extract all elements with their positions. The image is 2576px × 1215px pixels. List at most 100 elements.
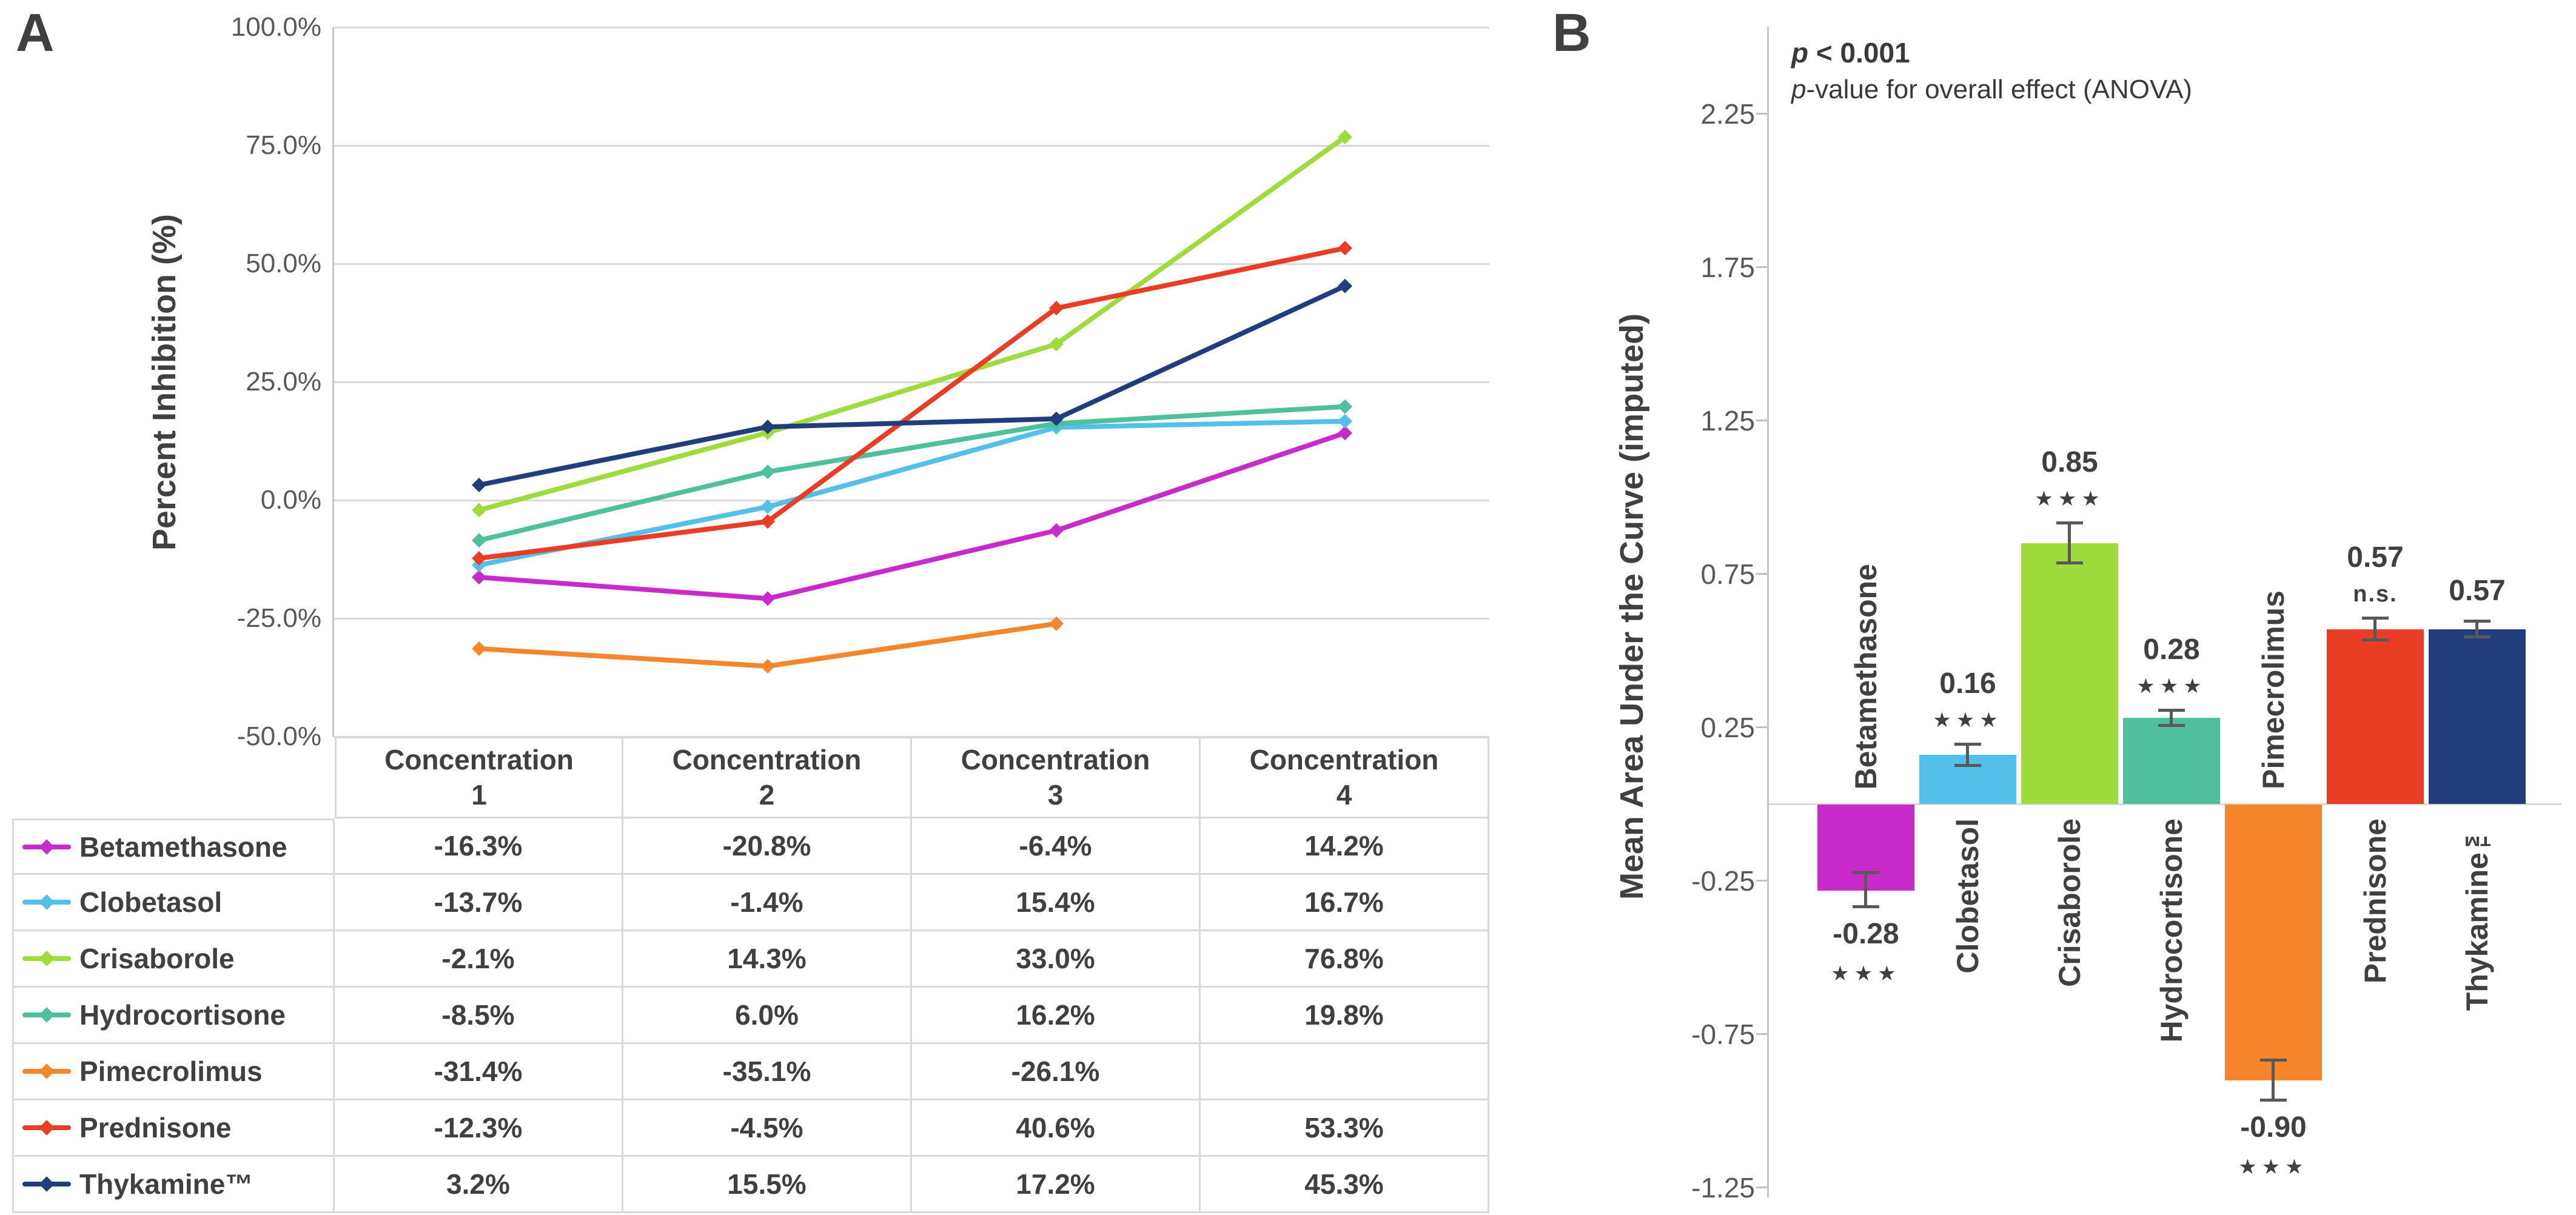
bar-value-label: 0.28 [2143,634,2200,666]
category-label-prednisone: Prednisone [2358,818,2392,984]
p-value-headline: p < 0.001 [1791,37,1910,69]
error-bar-line [2170,709,2173,728]
legend-cell-pimecrolimus: Pimecrolimus [12,1044,335,1100]
legend-line-marker-icon [22,951,71,966]
table-value-cell: 15.4% [912,875,1201,931]
bar-value-label: 0.57 [2347,541,2404,574]
data-point-marker [1338,413,1352,429]
table-value-cell: -2.1% [335,931,623,988]
y-axis-tick-label: 1.75 [1700,251,1755,283]
y-axis-tick-label: 0.25 [1700,711,1755,743]
legend-diamond [39,838,55,855]
data-point-marker [1338,241,1352,256]
significance-label: ★★★ [1933,708,2003,732]
data-point-marker [760,658,775,674]
error-bar-cap-bottom [2158,724,2185,728]
error-bar-cap-bottom [2056,561,2083,565]
significance-label: n.s. [2353,581,2398,608]
table-value-cell: 15.5% [623,1157,912,1213]
table-value-cell: 19.8% [1201,988,1489,1044]
gridline [334,144,1489,147]
bar-thykamine- [2429,629,2526,804]
table-value-cell: -13.7% [335,875,623,931]
data-point-marker [1049,301,1064,316]
data-point-marker [1049,411,1064,426]
table-value-cell: 40.6% [912,1100,1201,1157]
table-value-cell: 3.2% [335,1157,623,1213]
table-value-cell: -8.5% [335,988,623,1044]
y-axis-tick-label: 25.0% [246,367,321,397]
table-value-cell: -12.3% [335,1100,623,1157]
legend-cell-thykamine-: Thykamine™ [12,1157,335,1213]
bar-value-label: 0.57 [2449,575,2506,608]
error-bar-cap-bottom [2362,638,2389,641]
legend-line-marker-icon [22,838,71,855]
error-bar-line [1864,871,1867,909]
axis-tick-mark [1756,726,1767,728]
axis-tick-mark [1756,420,1767,421]
error-bar [2260,1058,2287,1102]
legend-line-marker-icon [22,894,71,910]
legend-diamond [39,1120,55,1136]
table-header-concentration-2: Concentration 2 [623,737,912,818]
gridline [334,263,1489,265]
data-point-marker [1049,616,1064,631]
table-header-concentration-1: Concentration 1 [335,737,623,818]
table-value-cell [1201,1044,1489,1100]
series-line-prednisone [477,246,1347,561]
y-axis-tick-label: -1.25 [1691,1171,1755,1203]
table-value-cell: -1.4% [623,875,912,931]
table-header-concentration-4: Concentration 4 [1201,737,1489,818]
series-line-betamethasone [477,430,1347,601]
legend-diamond [39,1007,55,1023]
series-name-label: Crisaborole [79,943,235,974]
data-point-marker [472,533,486,548]
series-name-label: Prednisone [79,1112,232,1143]
panel-a-label: A [16,2,55,62]
bar-value-label: 0.16 [1939,667,1996,700]
error-bar [2362,617,2389,641]
series-name-label: Clobetasol [79,886,223,918]
table-value-cell: -20.8% [623,818,912,875]
y-axis-tick-label: 0.0% [260,485,321,515]
anova-annotation: p < 0.001 p-value for overall effect (AN… [1791,34,2192,108]
data-point-marker [472,478,486,492]
table-value-cell: -31.4% [335,1044,623,1100]
y-axis-line [332,27,334,737]
table-value-cell: 16.2% [912,988,1201,1044]
error-bar-cap-bottom [1853,905,1879,909]
error-bar [2158,709,2185,728]
series-name-label: Pimecrolimus [79,1056,263,1087]
data-point-marker [1338,278,1352,293]
bar-prednisone [2327,629,2424,804]
category-label-hydrocortisone: Hydrocortisone [2155,818,2189,1043]
error-bar-line [1966,742,1969,768]
axis-tick-mark [1756,880,1767,882]
table-value-cell: 17.2% [912,1157,1201,1213]
series-line-crisaborole [477,135,1347,513]
bar-value-label: -0.90 [2240,1111,2307,1143]
category-label-thykamine-: Thykamine™ [2460,818,2494,1011]
axis-tick-mark [1756,266,1767,268]
series-line-thykamine- [477,283,1347,487]
series-name-label: Betamethasone [79,831,287,863]
data-point-marker [760,591,775,606]
y-axis-tick-label: -0.75 [1691,1018,1755,1050]
auc-axis-title: Mean Area Under the Curve (imputed) [1614,313,1650,900]
legend-cell-crisaborole: Crisaborole [12,931,335,988]
legend-line-marker-icon [22,1063,71,1079]
y-axis-tick-label: 50.0% [246,249,321,278]
table-value-cell: 6.0% [623,988,912,1044]
significance-label: ★★★ [1831,962,1901,986]
inhibition-line-chart [472,130,1352,674]
axis-tick-mark [1756,1033,1767,1035]
table-value-cell: 76.8% [1201,931,1489,988]
table-value-cell: 53.3% [1201,1100,1489,1157]
series-name-label: Hydrocortisone [79,999,286,1031]
table-value-cell: -6.4% [912,818,1201,875]
significance-label: ★★★ [2034,487,2105,511]
data-point-marker [472,570,486,585]
data-table: Concentration 1 Concentration 2 Concentrat… [12,737,1489,1213]
data-point-marker [760,499,775,514]
